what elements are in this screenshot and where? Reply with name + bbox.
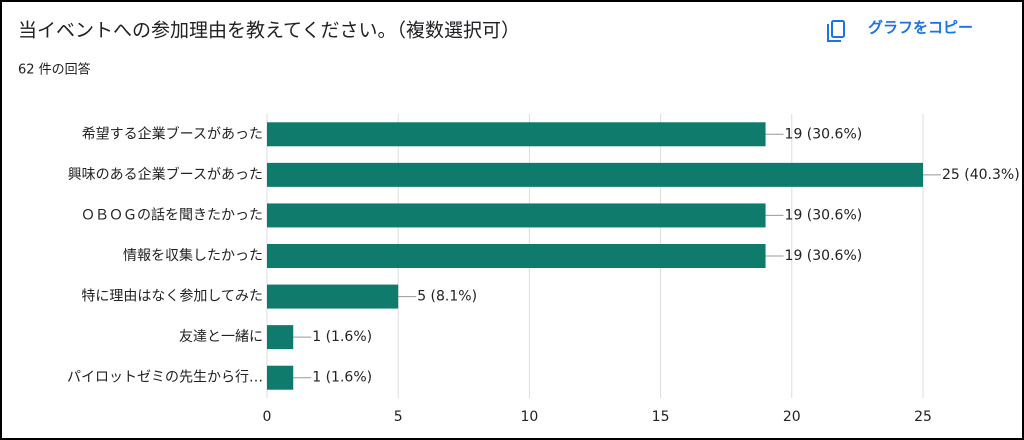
- bar: [267, 162, 923, 187]
- bar: [267, 122, 766, 147]
- x-tick-label: 25: [914, 409, 932, 425]
- x-tick-label: 15: [652, 409, 670, 425]
- value-label: 1 (1.6%): [312, 329, 372, 345]
- bar: [267, 365, 294, 390]
- x-tick-label: 20: [783, 409, 801, 425]
- value-label: 19 (30.6%): [785, 207, 863, 223]
- y-tick-label: ＯＢＯＧの話を聞きたかった: [81, 206, 263, 223]
- value-label: 1 (1.6%): [312, 370, 372, 386]
- y-tick-label: パイロットゼミの先生から行…: [67, 370, 263, 386]
- y-tick-label: 特に理由はなく参加してみた: [81, 288, 263, 305]
- x-tick-label: 5: [394, 409, 403, 425]
- value-label: 5 (8.1%): [417, 289, 477, 305]
- copy-button[interactable]: グラフをコピー: [827, 19, 973, 42]
- value-label: 19 (30.6%): [785, 248, 863, 264]
- bar: [267, 203, 766, 228]
- x-tick-label: 0: [263, 409, 272, 425]
- y-tick-label: 情報を収集したかった: [123, 247, 263, 264]
- copy-label[interactable]: グラフをコピー: [868, 19, 973, 37]
- copy-icon: [827, 24, 841, 42]
- bar: [267, 325, 294, 350]
- y-tick-label: 友達と一緒に: [179, 329, 263, 345]
- bar: [267, 284, 399, 309]
- chart-title: 当イベントへの参加理由を教えてください。（複数選択可）: [18, 20, 520, 42]
- value-label: 25 (40.3%): [942, 167, 1020, 183]
- y-tick-label: 興味のある企業ブースがあった: [68, 166, 263, 183]
- response-count: 62 件の回答: [18, 62, 91, 78]
- value-label: 19 (30.6%): [785, 126, 863, 142]
- y-tick-label: 希望する企業ブースがあった: [82, 125, 263, 142]
- copy-icon: [831, 20, 845, 38]
- bar: [267, 244, 766, 268]
- x-tick-label: 10: [520, 409, 538, 425]
